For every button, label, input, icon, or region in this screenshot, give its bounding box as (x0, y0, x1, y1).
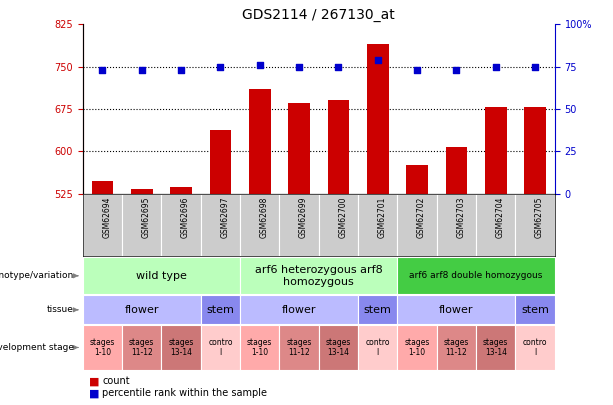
Point (216, 63, 226, 70)
Text: stages
13-14: stages 13-14 (326, 338, 351, 357)
Bar (406, 165, 428, 194)
Bar (397, 325, 436, 370)
Bar (201, 194, 240, 256)
Bar (288, 103, 310, 194)
Text: stages
1-10: stages 1-10 (405, 338, 430, 357)
Text: GSM62705: GSM62705 (535, 197, 544, 238)
Text: development stage: development stage (0, 343, 74, 352)
Text: stages
1-10: stages 1-10 (89, 338, 115, 357)
Bar (358, 295, 397, 324)
Text: contro
l: contro l (523, 338, 547, 357)
Bar (327, 100, 349, 194)
Bar (397, 194, 436, 256)
Bar (122, 325, 161, 370)
Point (176, 67, 186, 73)
Point (333, 63, 343, 70)
Bar (524, 107, 546, 194)
Bar (161, 194, 201, 256)
Point (452, 67, 462, 73)
Bar (319, 194, 358, 256)
Text: stem: stem (207, 305, 234, 315)
Bar (122, 194, 161, 256)
Point (491, 63, 501, 70)
Bar (476, 194, 516, 256)
Text: percentile rank within the sample: percentile rank within the sample (102, 388, 267, 399)
Bar (280, 194, 319, 256)
Text: GSM62699: GSM62699 (299, 197, 308, 238)
Text: ■: ■ (89, 376, 99, 386)
Bar (516, 194, 555, 256)
Text: flower: flower (282, 305, 316, 315)
Bar (436, 325, 476, 370)
Text: GSM62694: GSM62694 (102, 197, 112, 238)
Bar (201, 325, 240, 370)
Text: tissue: tissue (47, 305, 74, 314)
Bar (161, 325, 201, 370)
Bar (240, 194, 280, 256)
Bar (446, 147, 467, 194)
Bar (131, 188, 153, 194)
Bar (83, 295, 201, 324)
Bar (91, 181, 113, 194)
Text: arf6 arf8 double homozygous: arf6 arf8 double homozygous (409, 271, 543, 280)
Text: contro
l: contro l (365, 338, 390, 357)
Bar (358, 325, 397, 370)
Bar (240, 325, 280, 370)
Bar (280, 325, 319, 370)
Point (373, 57, 383, 63)
Point (255, 62, 265, 68)
Bar (83, 257, 240, 294)
Bar (476, 325, 516, 370)
Bar (240, 295, 358, 324)
Text: GSM62702: GSM62702 (417, 197, 426, 238)
Bar (516, 295, 555, 324)
Point (137, 67, 147, 73)
Bar (516, 325, 555, 370)
Text: GSM62703: GSM62703 (457, 197, 465, 238)
Text: wild type: wild type (136, 271, 187, 281)
Point (412, 67, 422, 73)
Text: stages
11-12: stages 11-12 (444, 338, 469, 357)
Text: GSM62698: GSM62698 (260, 197, 268, 238)
Text: contro
l: contro l (208, 338, 233, 357)
Bar (397, 257, 555, 294)
Text: GSM62704: GSM62704 (496, 197, 504, 238)
Bar (210, 130, 231, 194)
Bar (83, 325, 122, 370)
Text: stages
13-14: stages 13-14 (169, 338, 194, 357)
Point (530, 63, 540, 70)
Text: arf6 heterozygous arf8
homozygous: arf6 heterozygous arf8 homozygous (255, 265, 383, 287)
Text: count: count (102, 376, 130, 386)
Bar (240, 257, 397, 294)
Point (294, 63, 304, 70)
Bar (83, 194, 122, 256)
Text: stem: stem (521, 305, 549, 315)
Bar (485, 107, 506, 194)
Text: ■: ■ (89, 388, 99, 399)
Text: GSM62695: GSM62695 (142, 197, 151, 238)
Bar (319, 325, 358, 370)
Text: stem: stem (364, 305, 392, 315)
Text: genotype/variation: genotype/variation (0, 271, 74, 280)
Text: flower: flower (439, 305, 474, 315)
Bar (358, 194, 397, 256)
Text: GSM62700: GSM62700 (338, 197, 348, 238)
Text: stages
11-12: stages 11-12 (286, 338, 312, 357)
Bar (249, 89, 270, 194)
Text: GSM62697: GSM62697 (221, 197, 229, 238)
Title: GDS2114 / 267130_at: GDS2114 / 267130_at (242, 8, 395, 22)
Text: GSM62696: GSM62696 (181, 197, 190, 238)
Text: stages
11-12: stages 11-12 (129, 338, 154, 357)
Bar (367, 44, 389, 194)
Bar (201, 295, 240, 324)
Bar (170, 188, 192, 194)
Text: GSM62701: GSM62701 (378, 197, 387, 238)
Bar (436, 194, 476, 256)
Point (97, 67, 107, 73)
Text: stages
1-10: stages 1-10 (247, 338, 272, 357)
Bar (397, 295, 516, 324)
Text: flower: flower (124, 305, 159, 315)
Text: stages
13-14: stages 13-14 (483, 338, 508, 357)
